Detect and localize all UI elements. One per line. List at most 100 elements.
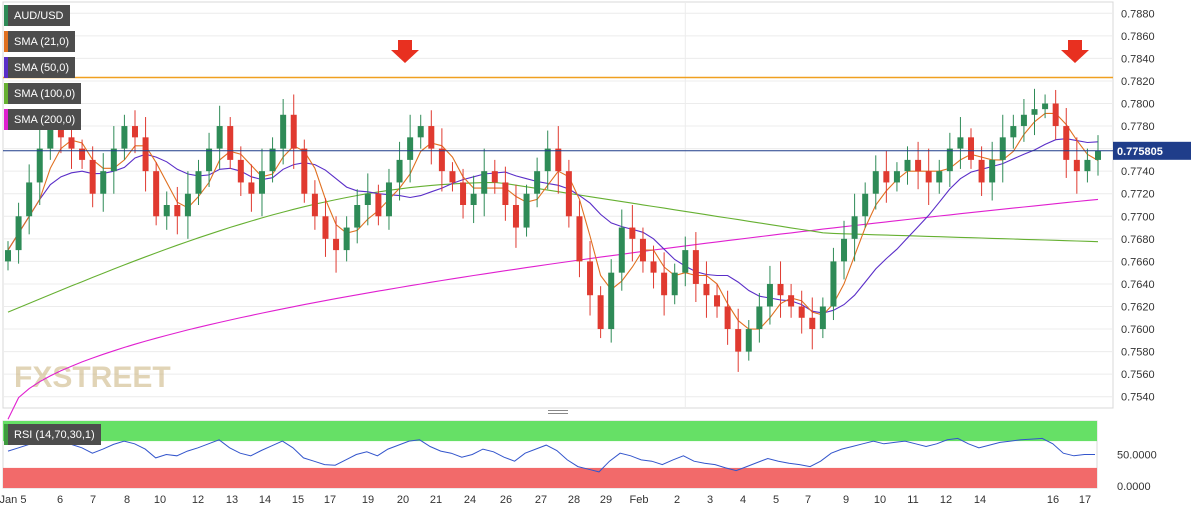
candle-body — [703, 283, 710, 296]
candle-body — [724, 306, 731, 330]
legend-item-audusd[interactable]: AUD/USD — [4, 5, 70, 26]
candle-body — [1052, 103, 1059, 127]
x-tick-label: 10 — [154, 494, 166, 506]
y-tick-label: 0.7700 — [1121, 211, 1155, 223]
candle-body — [470, 193, 477, 205]
candle-body — [396, 159, 403, 183]
rsi-legend-item[interactable]: RSI (14,70,30,1) — [4, 424, 101, 445]
sma200-line — [7, 198, 1099, 420]
x-tick-label: 11 — [907, 494, 918, 506]
rsi-overbought-zone — [3, 421, 1097, 442]
candle-body — [1042, 103, 1049, 110]
x-tick-label: 14 — [259, 494, 271, 506]
candle-body — [449, 171, 456, 183]
price-tag — [1113, 141, 1191, 160]
candle-body — [121, 126, 128, 149]
candle-body — [258, 171, 265, 194]
candle-body — [174, 205, 181, 217]
candle-body — [343, 227, 350, 251]
x-tick-label: 16 — [1047, 494, 1059, 506]
candle-body — [290, 114, 297, 149]
candle-body — [491, 171, 498, 183]
candle-body — [36, 148, 43, 183]
candle-body — [777, 283, 784, 296]
x-tick-label: 28 — [568, 494, 580, 506]
candle-body — [936, 171, 943, 183]
legend: AUD/USD SMA (21,0) SMA (50,0) SMA (100,0… — [4, 5, 82, 135]
down-arrow-icon — [391, 40, 419, 63]
candle-body — [682, 250, 689, 273]
candle-body — [375, 193, 382, 217]
candle-body — [428, 126, 435, 149]
y-tick-label: 0.7740 — [1121, 166, 1155, 178]
candle-body — [999, 137, 1006, 160]
candle-body — [841, 238, 848, 262]
candle-body — [978, 159, 985, 183]
candle-body — [322, 216, 329, 239]
x-tick-label: 4 — [740, 494, 746, 506]
legend-label-sma200: SMA (200,0) — [14, 113, 76, 126]
legend-item-sma100[interactable]: SMA (100,0) — [4, 83, 82, 104]
candle-body — [798, 306, 805, 318]
rsi-tick-label: 50.0000 — [1117, 450, 1157, 462]
x-tick-label: 3 — [707, 494, 713, 506]
candle-body — [68, 137, 75, 149]
y-tick-label: 0.7540 — [1121, 392, 1155, 404]
pane-resize-handle[interactable] — [548, 410, 568, 416]
candle-body — [163, 205, 170, 217]
candle-body — [544, 148, 551, 172]
candle-body — [989, 159, 996, 183]
candle-body — [438, 148, 445, 172]
x-tick-label: 21 — [430, 494, 442, 506]
rsi-legend-swatch — [4, 424, 8, 445]
x-tick-label: Feb — [630, 494, 649, 506]
candle-body — [280, 114, 287, 149]
x-tick-label: 12 — [192, 494, 204, 506]
legend-swatch-sma100 — [4, 83, 8, 104]
candle-body — [872, 171, 879, 194]
candle-body — [968, 137, 975, 160]
rsi-tick-label: 0.0000 — [1117, 481, 1151, 493]
x-tick-label: 17 — [1079, 494, 1091, 506]
candle-body — [206, 148, 213, 172]
candle-body — [830, 261, 837, 307]
candle-body — [407, 137, 414, 160]
legend-item-sma50[interactable]: SMA (50,0) — [4, 57, 76, 78]
sma100-line — [7, 181, 1099, 313]
y-tick-label: 0.7580 — [1121, 347, 1155, 359]
candle-body — [301, 148, 308, 194]
legend-item-sma21[interactable]: SMA (21,0) — [4, 31, 76, 52]
candle-body — [269, 148, 276, 172]
down-arrow-icon — [1061, 40, 1089, 63]
y-tick-label: 0.7620 — [1121, 302, 1155, 314]
candle-body — [1095, 150, 1101, 160]
candle-body — [385, 182, 392, 217]
x-tick-label: 8 — [124, 494, 130, 506]
candle-body — [788, 295, 795, 307]
legend-item-sma200[interactable]: SMA (200,0) — [4, 109, 82, 130]
x-tick-label: 5 — [773, 494, 779, 506]
x-tick-label: 20 — [397, 494, 409, 506]
candle-body — [650, 261, 657, 273]
x-tick-label: 10 — [874, 494, 886, 506]
x-tick-label: 15 — [292, 494, 304, 506]
candle-body — [237, 159, 244, 183]
rsi-oversold-zone — [3, 467, 1097, 488]
y-tick-label: 0.7840 — [1121, 53, 1155, 65]
y-tick-label: 0.7640 — [1121, 279, 1155, 291]
candle-body — [819, 306, 826, 330]
x-tick-label: 17 — [324, 494, 336, 506]
candle-body — [523, 193, 530, 228]
candle-body — [184, 193, 191, 217]
candle-body — [142, 137, 149, 172]
candle-body — [1020, 114, 1027, 127]
x-tick-label: 13 — [226, 494, 238, 506]
candle-body — [333, 238, 340, 251]
candle-body — [100, 171, 107, 194]
candle-body — [915, 159, 922, 172]
candle-body — [512, 205, 519, 228]
y-tick-label: 0.7800 — [1121, 99, 1155, 111]
candle-body — [555, 148, 562, 172]
candle-body — [5, 250, 11, 262]
y-tick-label: 0.7560 — [1121, 369, 1155, 381]
